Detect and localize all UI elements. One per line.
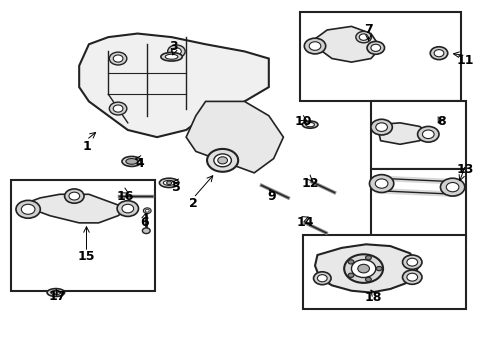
Circle shape [69,192,80,200]
Bar [370,102,465,169]
Circle shape [365,256,370,260]
Ellipse shape [302,121,317,128]
Circle shape [446,183,458,192]
Circle shape [402,270,421,284]
Text: 6: 6 [140,216,149,229]
Circle shape [206,149,238,172]
Text: 8: 8 [436,114,445,127]
Circle shape [171,48,181,55]
Circle shape [166,181,171,185]
Text: 4: 4 [135,157,144,170]
Text: 3: 3 [169,40,178,53]
Text: 16: 16 [117,190,134,203]
Circle shape [304,38,325,54]
Text: 14: 14 [296,216,313,229]
Circle shape [417,126,438,142]
Circle shape [422,130,433,139]
Circle shape [365,277,370,282]
Circle shape [406,258,417,266]
Circle shape [64,189,84,203]
Text: 1: 1 [82,140,91,153]
Polygon shape [314,244,419,293]
Circle shape [117,201,138,216]
Circle shape [308,42,320,50]
Ellipse shape [305,122,314,127]
Text: 7: 7 [364,23,372,36]
Circle shape [370,119,391,135]
Circle shape [317,275,326,282]
Circle shape [167,45,185,58]
Text: 18: 18 [364,291,381,305]
Circle shape [313,272,330,285]
Text: 11: 11 [456,54,473,67]
Circle shape [16,201,40,218]
Circle shape [347,260,353,264]
Text: 2: 2 [189,197,198,210]
Circle shape [109,102,126,115]
Circle shape [375,123,386,131]
Circle shape [145,209,149,212]
Circle shape [357,264,369,273]
Text: 9: 9 [266,190,275,203]
Ellipse shape [159,178,179,188]
Polygon shape [377,123,428,144]
Ellipse shape [51,291,61,295]
Ellipse shape [165,54,178,59]
Circle shape [344,254,382,283]
Bar [11,180,154,291]
Text: 5: 5 [172,181,181,194]
Ellipse shape [163,180,175,185]
Polygon shape [307,26,380,62]
Circle shape [142,228,150,234]
Circle shape [429,47,447,60]
Text: 13: 13 [456,163,473,176]
Bar [370,169,465,241]
Circle shape [54,291,58,294]
Circle shape [440,178,464,196]
Ellipse shape [47,289,64,296]
Circle shape [433,50,443,57]
Circle shape [355,31,371,43]
Circle shape [366,41,384,54]
Circle shape [109,52,126,65]
Circle shape [213,154,231,167]
Bar [302,235,465,309]
Circle shape [375,266,381,271]
Circle shape [113,55,122,62]
Circle shape [217,157,227,164]
Circle shape [347,273,353,278]
Polygon shape [79,33,268,137]
Circle shape [122,204,133,213]
Circle shape [374,179,387,188]
Ellipse shape [122,157,141,166]
Bar [300,12,460,102]
Circle shape [406,273,417,281]
Circle shape [402,255,421,269]
Ellipse shape [161,53,182,61]
Ellipse shape [125,158,137,164]
Circle shape [370,44,380,51]
Circle shape [21,204,35,214]
Text: 17: 17 [48,289,66,303]
Text: 12: 12 [301,177,318,190]
Circle shape [351,260,375,278]
Circle shape [113,105,122,112]
Text: 15: 15 [78,250,95,263]
Polygon shape [21,194,127,223]
Circle shape [359,34,367,40]
Text: 10: 10 [293,114,311,127]
Circle shape [369,175,393,193]
Circle shape [143,208,151,213]
Polygon shape [186,102,283,173]
